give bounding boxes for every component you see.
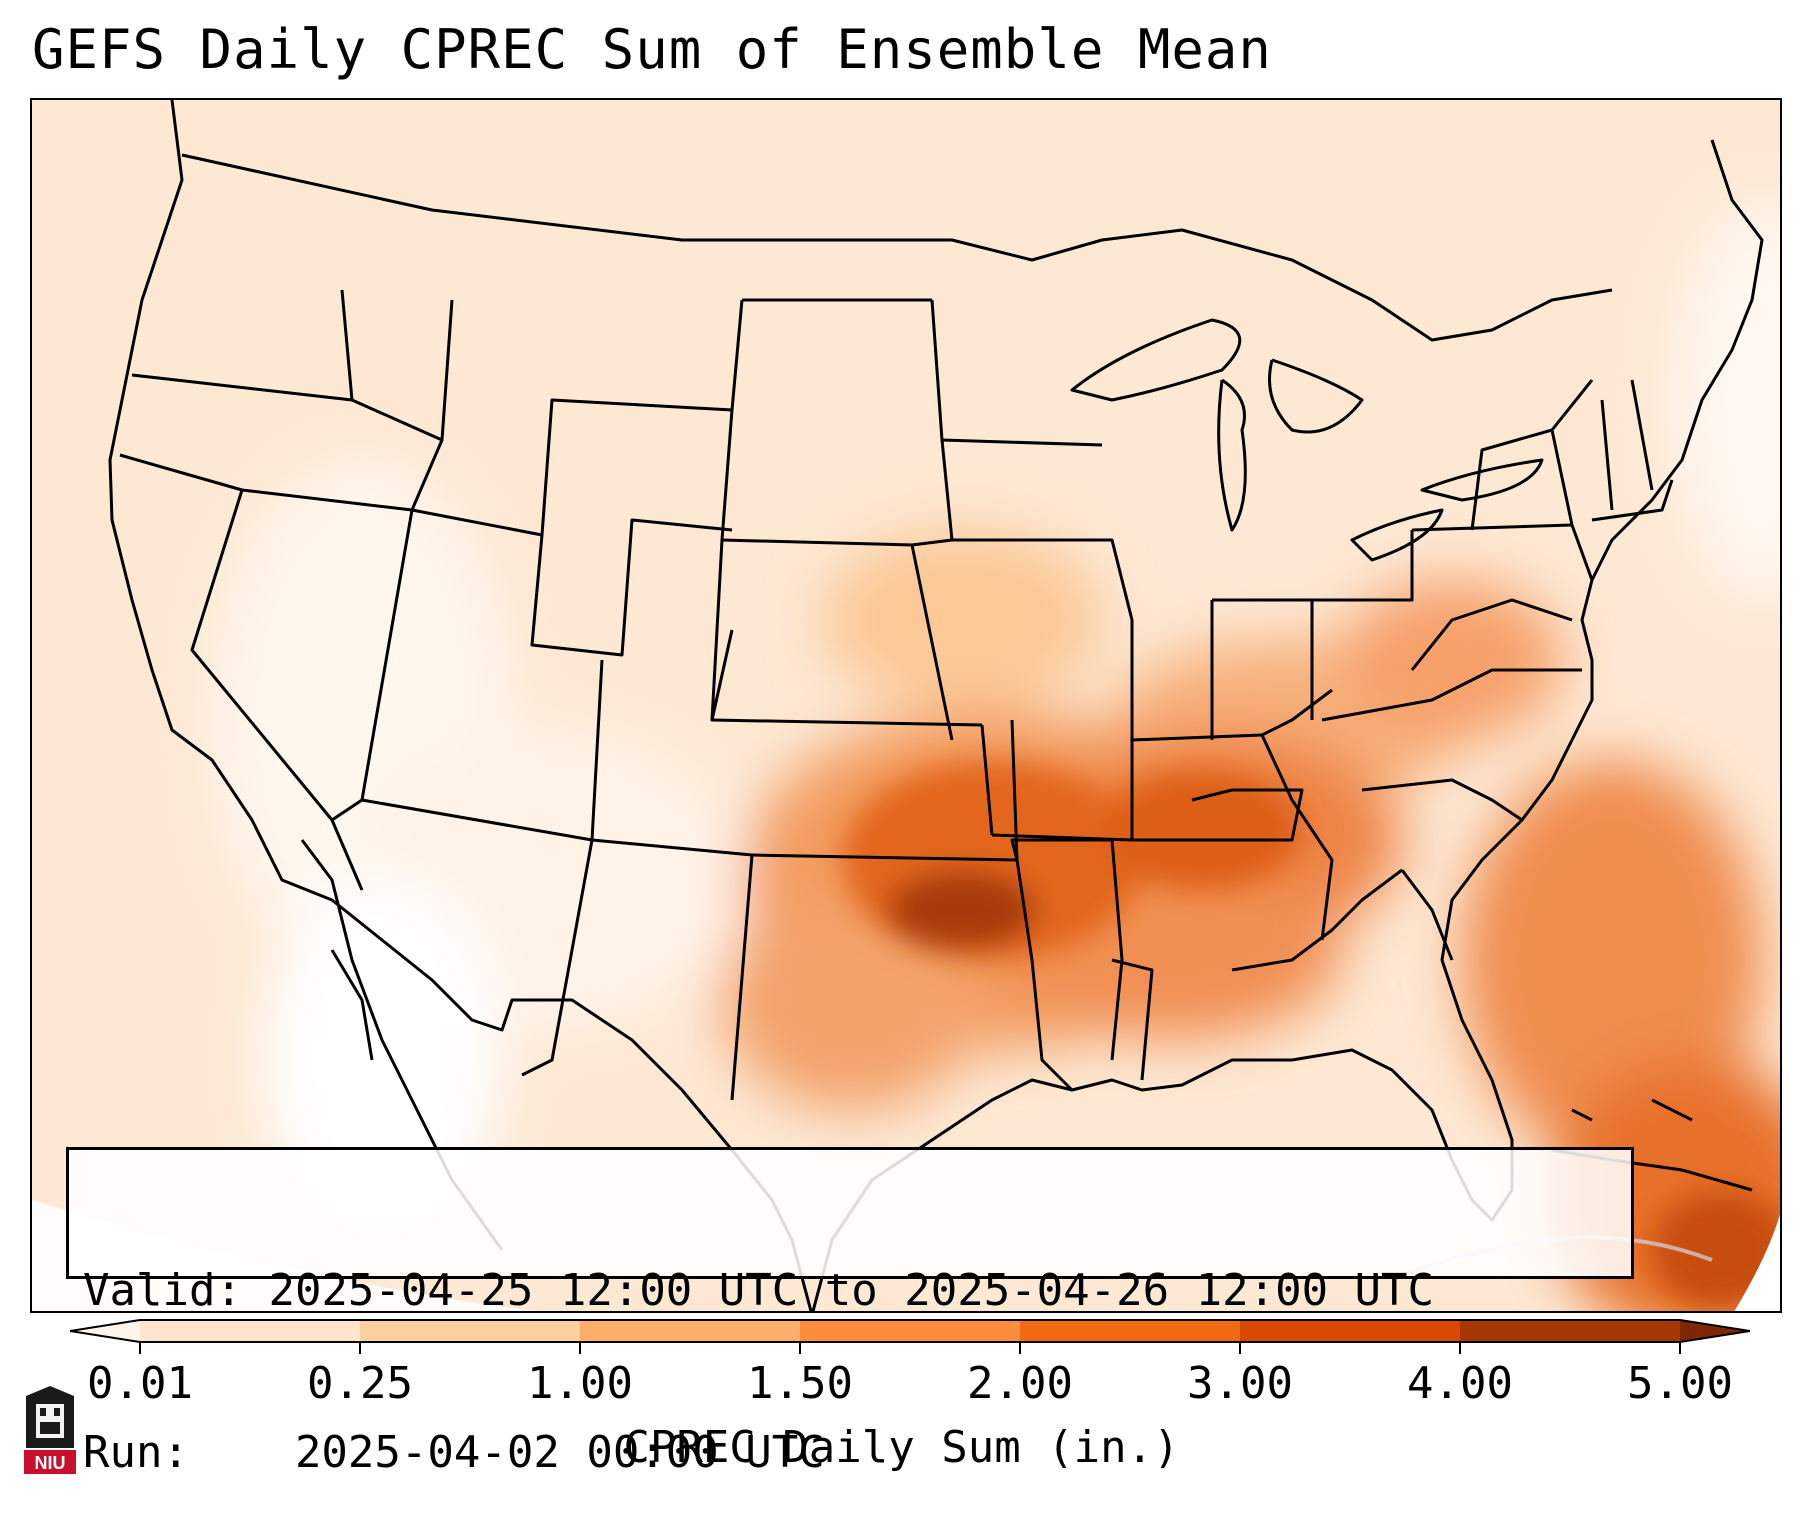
map-canvas	[32, 100, 1780, 1311]
colorbar-tick-label: 5.00	[1627, 1358, 1733, 1409]
valid-label: Valid:	[83, 1265, 242, 1316]
state-boundaries	[108, 100, 1764, 1311]
precip-shading	[32, 100, 1780, 1311]
domain-mask	[1734, 1214, 1780, 1311]
run-row: Run: 2025-04-02 00:00 UTC	[83, 1426, 1617, 1480]
valid-value: 2025-04-25 12:00 UTC to 2025-04-26 12:00…	[268, 1265, 1435, 1316]
run-label: Run:	[83, 1427, 189, 1478]
run-value: 2025-04-02 00:00 UTC	[294, 1427, 825, 1478]
valid-row: Valid: 2025-04-25 12:00 UTC to 2025-04-2…	[83, 1264, 1617, 1318]
colorbar-over-arrow	[1680, 1320, 1750, 1342]
niu-logo-icon: NIU	[24, 1386, 76, 1474]
colorbar-tick-label: 3.00	[1187, 1358, 1293, 1409]
colorbar-tick-label: 4.00	[1407, 1358, 1513, 1409]
colorbar-segment	[1240, 1320, 1461, 1342]
colorbar-tick-label: 0.01	[87, 1358, 193, 1409]
colorbar-segment	[140, 1320, 361, 1342]
colorbar-segment	[800, 1320, 1021, 1342]
colorbar-tick-label: 1.50	[747, 1358, 853, 1409]
colorbar-tick-label: 2.00	[967, 1358, 1073, 1409]
colorbar-segment	[580, 1320, 801, 1342]
colorbar-tick-label: 1.00	[527, 1358, 633, 1409]
colorbar-segment	[360, 1320, 581, 1342]
valid-time-box: Valid: 2025-04-25 12:00 UTC to 2025-04-2…	[66, 1147, 1634, 1478]
colorbar	[70, 1319, 1750, 1354]
logo-text: NIU	[35, 1453, 66, 1473]
domain-mask	[32, 1200, 537, 1311]
colorbar-segment	[1460, 1320, 1681, 1342]
precip-map	[30, 98, 1782, 1313]
colorbar-segment	[1020, 1320, 1241, 1342]
colorbar-under-arrow	[70, 1320, 140, 1342]
map-title: GEFS Daily CPREC Sum of Ensemble Mean	[32, 18, 1272, 81]
colorbar-tick-label: 0.25	[307, 1358, 413, 1409]
colorbar-label: CPREC Daily Sum (in.)	[623, 1422, 1180, 1473]
